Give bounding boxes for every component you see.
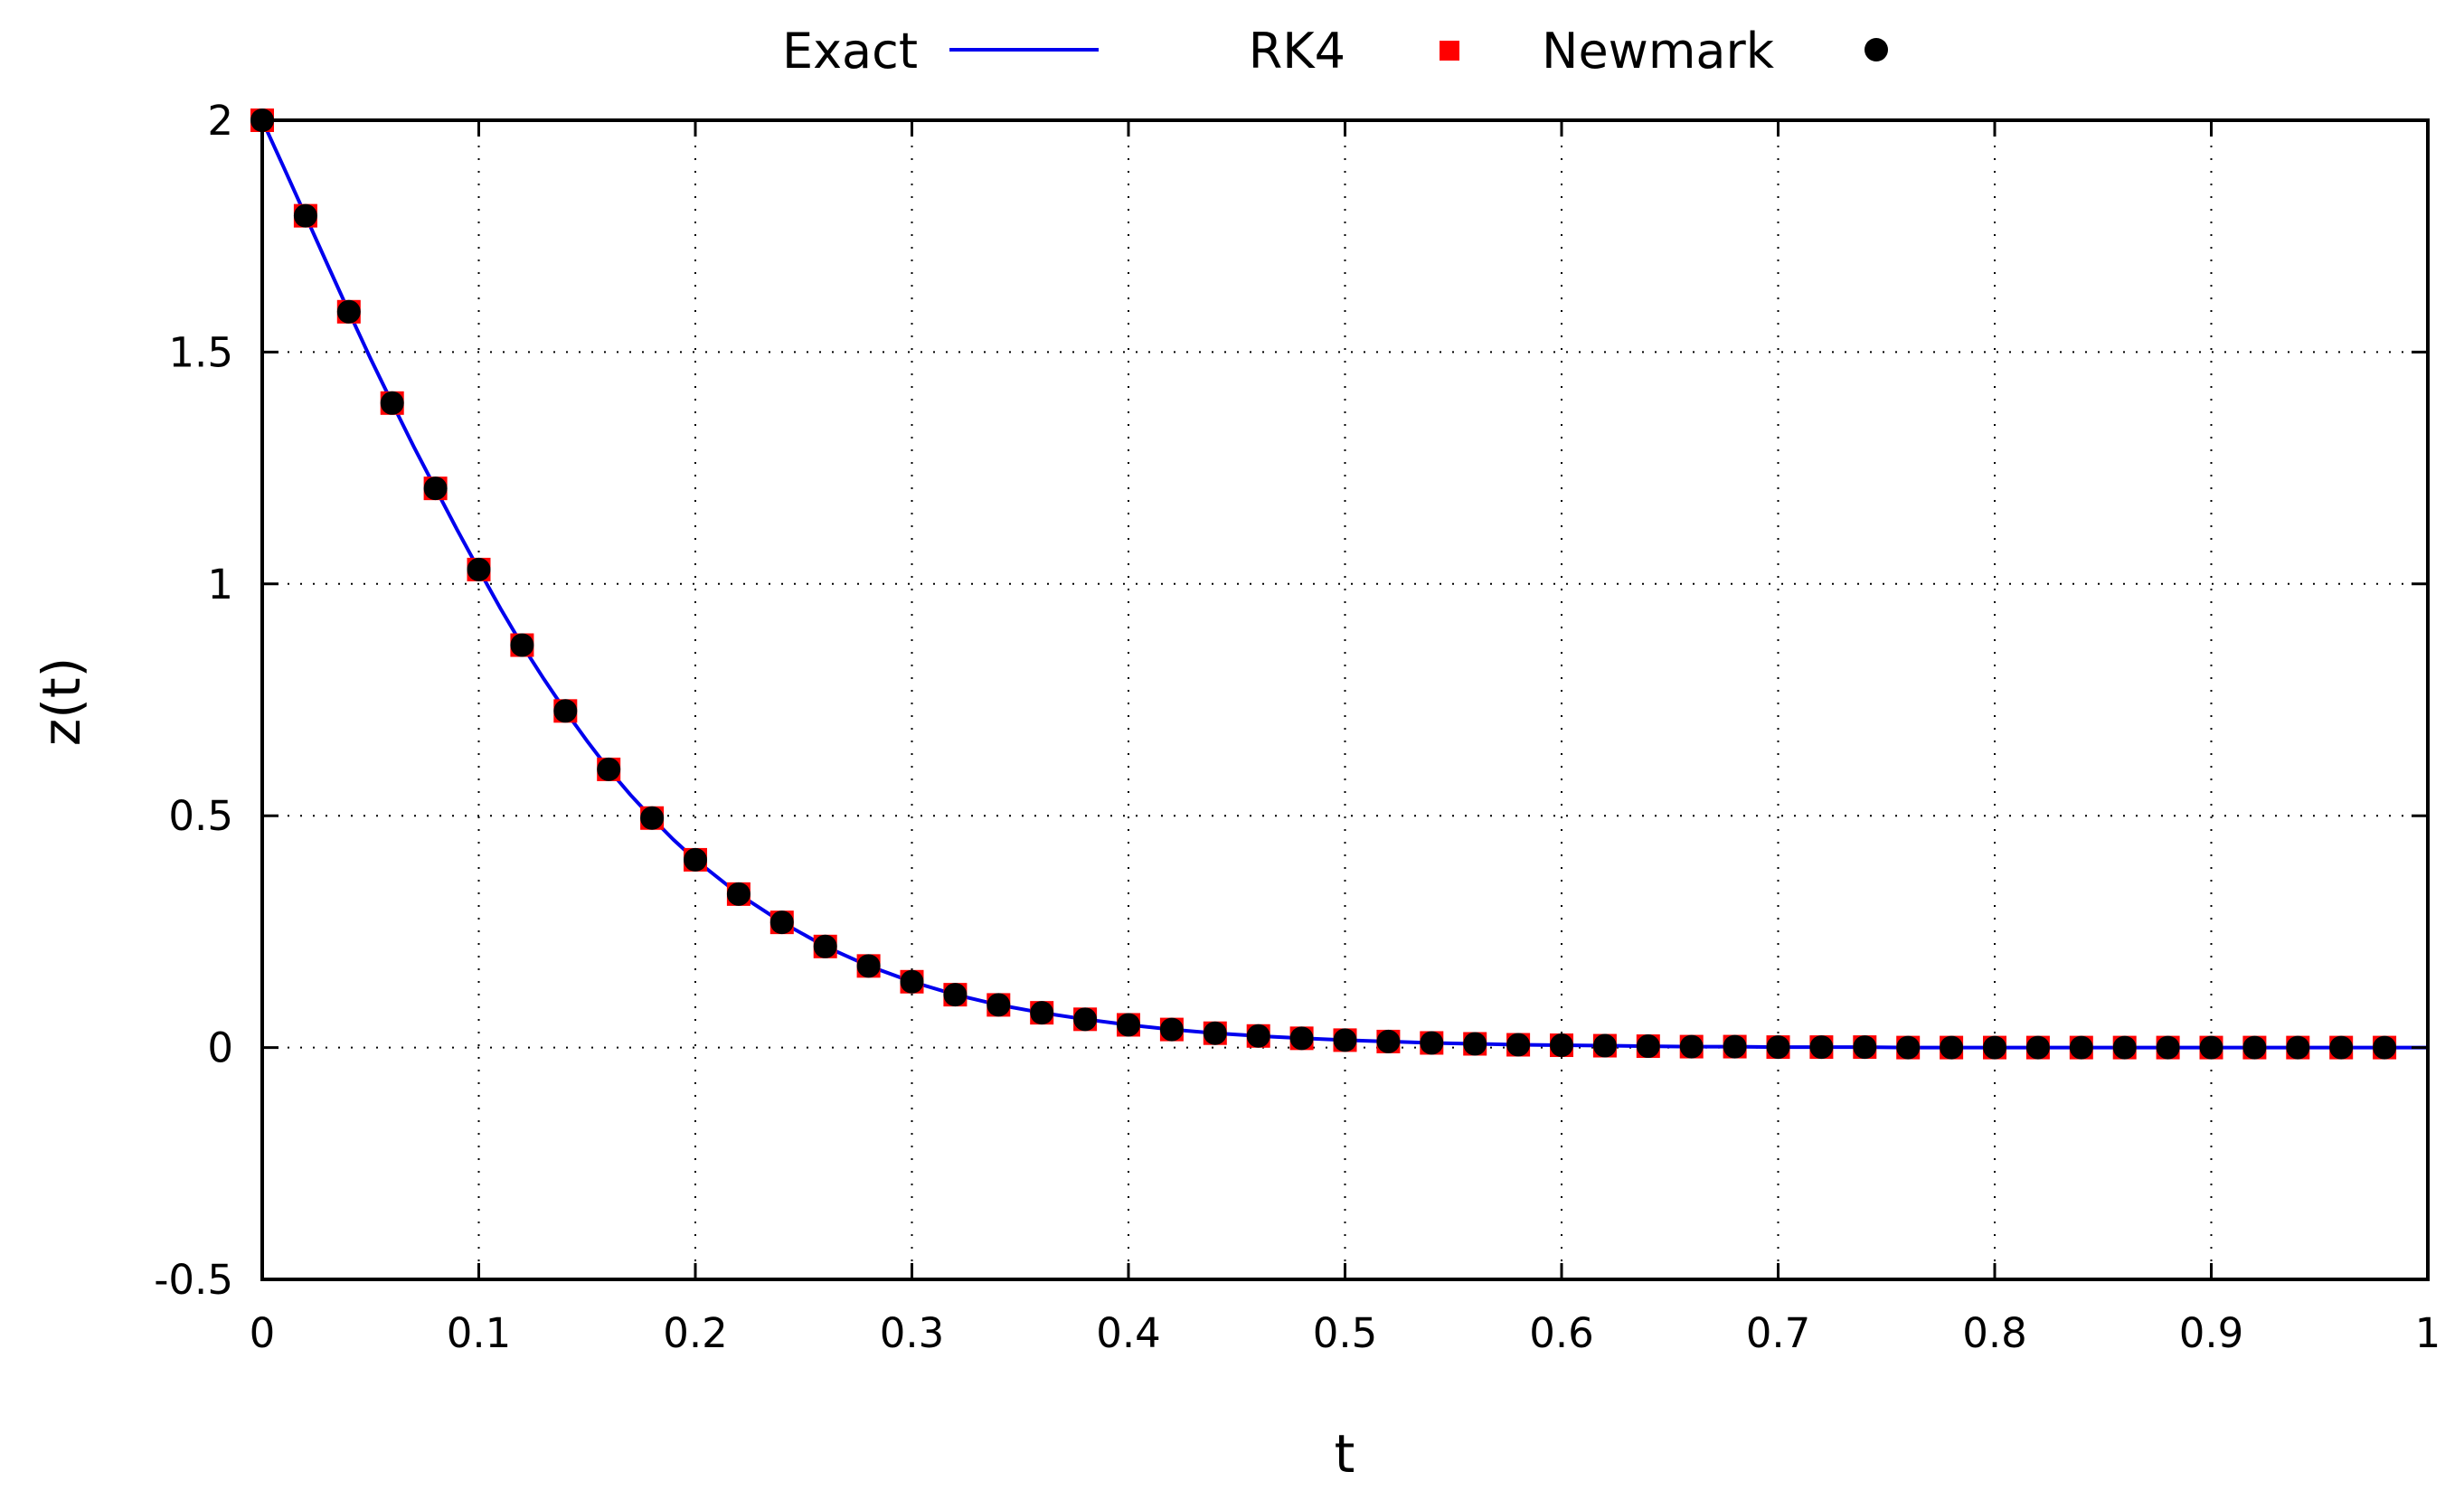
newmark-point xyxy=(1809,1035,1834,1060)
newmark-point xyxy=(1030,1001,1054,1025)
y-tick-label: 1.5 xyxy=(168,328,233,376)
newmark-point xyxy=(597,757,621,781)
x-tick-label: 0.5 xyxy=(1313,1309,1378,1357)
newmark-point xyxy=(640,806,665,830)
legend: Exact RK4 Newmark xyxy=(782,23,1888,80)
newmark-point xyxy=(684,847,707,872)
newmark-point xyxy=(1592,1033,1617,1058)
newmark-point xyxy=(856,954,881,978)
newmark-point xyxy=(293,203,317,228)
x-tick-label: 1 xyxy=(2415,1309,2441,1357)
newmark-point xyxy=(1723,1034,1747,1059)
y-tick-label: 1 xyxy=(207,561,233,608)
newmark-point xyxy=(726,882,751,906)
newmark-point xyxy=(987,993,1011,1017)
x-tick-label: 0.9 xyxy=(2179,1309,2244,1357)
newmark-point xyxy=(2242,1035,2267,1060)
newmark-point xyxy=(2156,1035,2180,1060)
axis-ticks: 0 0.1 0.2 0.3 0.4 0.5 0.6 0.7 0.8 0.9 1 -0.5 0 0.5 1 1.… xyxy=(154,97,2440,1357)
x-tick-label: 0.3 xyxy=(880,1309,945,1357)
exact-series-line xyxy=(260,119,2428,1050)
newmark-point xyxy=(1420,1031,1444,1055)
newmark-point xyxy=(467,557,491,581)
newmark-point xyxy=(2373,1035,2397,1060)
newmark-point xyxy=(1159,1017,1184,1042)
legend-label-exact: Exact xyxy=(782,23,918,80)
newmark-point xyxy=(423,476,448,501)
y-axis-title: z(t) xyxy=(31,657,92,746)
newmark-point xyxy=(1333,1028,1357,1052)
newmark-point xyxy=(2025,1035,2050,1060)
x-tick-label: 0.1 xyxy=(447,1309,512,1357)
y-tick-label: -0.5 xyxy=(154,1256,233,1304)
newmark-point xyxy=(1117,1013,1140,1037)
newmark-point xyxy=(336,299,361,324)
x-axis-title: t xyxy=(1335,1423,1355,1485)
newmark-point xyxy=(2112,1035,2137,1060)
newmark-point xyxy=(2199,1035,2223,1060)
newmark-point xyxy=(1983,1035,2006,1060)
newmark-point xyxy=(813,934,837,958)
legend-swatch-newmark xyxy=(1865,38,1888,61)
x-tick-label: 0.2 xyxy=(663,1309,728,1357)
plot-series xyxy=(250,108,2428,1060)
newmark-point xyxy=(1550,1033,1573,1058)
legend-label-rk4: RK4 xyxy=(1249,23,1345,80)
newmark-point xyxy=(510,633,534,657)
x-tick-label: 0.7 xyxy=(1746,1309,1811,1357)
newmark-point xyxy=(1679,1034,1704,1059)
plot-frame xyxy=(260,118,2430,1281)
y-tick-label: 2 xyxy=(207,97,233,145)
newmark-point xyxy=(1073,1007,1098,1032)
y-tick-label: 0.5 xyxy=(168,792,233,840)
newmark-point xyxy=(1766,1035,1790,1060)
newmark-point xyxy=(1376,1029,1401,1053)
newmark-point xyxy=(943,983,968,1007)
newmark-point xyxy=(900,969,924,994)
newmark-point xyxy=(2069,1035,2093,1060)
newmark-point xyxy=(1896,1035,1921,1060)
newmark-point xyxy=(1289,1026,1314,1051)
newmark-point xyxy=(1506,1033,1531,1057)
newmark-point xyxy=(1463,1032,1487,1056)
newmark-point xyxy=(1246,1024,1270,1048)
x-tick-label: 0.4 xyxy=(1096,1309,1161,1357)
y-tick-label: 0 xyxy=(207,1024,233,1072)
x-tick-label: 0.8 xyxy=(1962,1309,2027,1357)
x-tick-label: 0.6 xyxy=(1529,1309,1594,1357)
newmark-point xyxy=(1203,1021,1227,1045)
legend-swatch-rk4 xyxy=(1440,41,1459,61)
newmark-point xyxy=(2286,1035,2310,1060)
x-tick-label: 0 xyxy=(250,1309,276,1357)
newmark-point xyxy=(380,391,404,415)
grid xyxy=(262,120,2428,1279)
newmark-point xyxy=(1636,1034,1660,1059)
newmark-point xyxy=(769,910,794,935)
newmark-point xyxy=(2329,1035,2354,1060)
legend-label-newmark: Newmark xyxy=(1542,23,1775,80)
newmark-point xyxy=(553,699,578,723)
newmark-point xyxy=(1940,1035,1964,1060)
newmark-point xyxy=(1853,1035,1877,1060)
